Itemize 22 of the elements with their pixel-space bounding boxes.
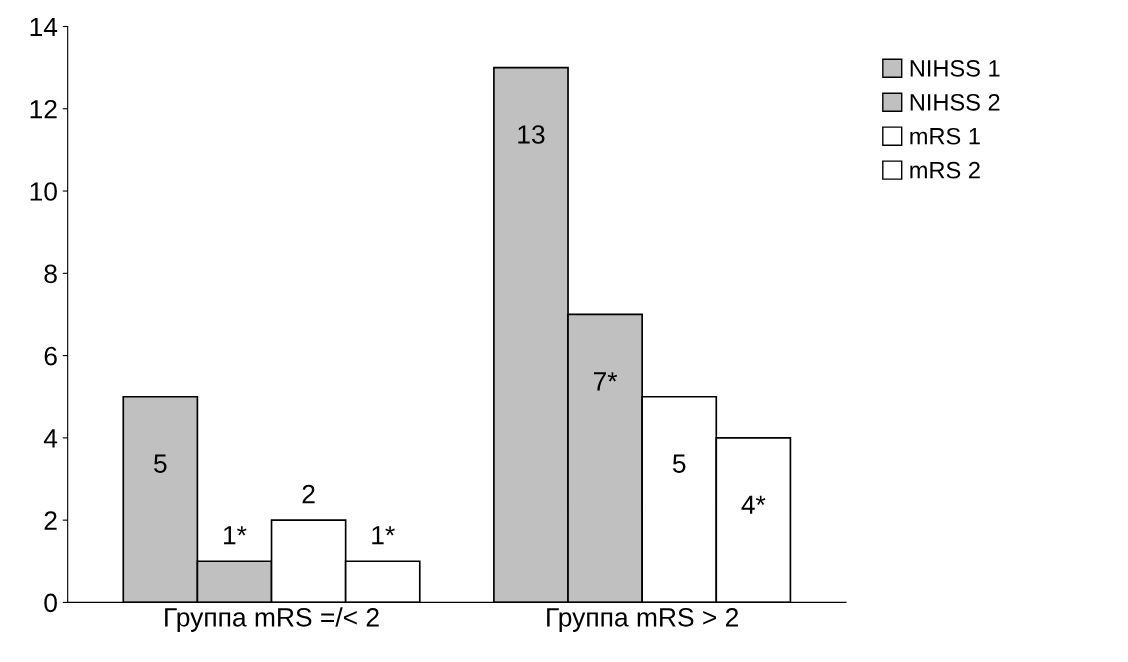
y-tick-label: 2	[44, 511, 57, 530]
y-tick-label: 6	[44, 346, 57, 366]
data-label: 5	[154, 454, 167, 473]
data-label: 4*	[741, 495, 766, 514]
data-label: 13	[518, 125, 545, 144]
legend-label: mRS 1	[910, 127, 980, 145]
legend-label: NIHSS 2	[910, 93, 1000, 111]
y-tick-label: 12	[30, 99, 57, 119]
data-label: 7*	[593, 372, 618, 391]
y-tick-label: 14	[30, 17, 58, 37]
y-tick-label: 4	[43, 429, 58, 448]
data-label: 5	[672, 454, 686, 473]
legend-label: mRS 2	[910, 161, 980, 179]
data-label: 1*	[224, 526, 247, 545]
data-label: 2	[302, 484, 315, 504]
legend-label: NIHSS 1	[910, 60, 1000, 77]
y-tick-label: 8	[44, 264, 57, 284]
data-label: 1*	[372, 526, 395, 545]
x-tick-label: Группа mRS =/< 2	[165, 607, 379, 632]
y-tick-label: 0	[44, 593, 57, 613]
y-tick-label: 10	[30, 182, 57, 201]
x-tick-label: Группа mRS > 2	[547, 607, 739, 632]
